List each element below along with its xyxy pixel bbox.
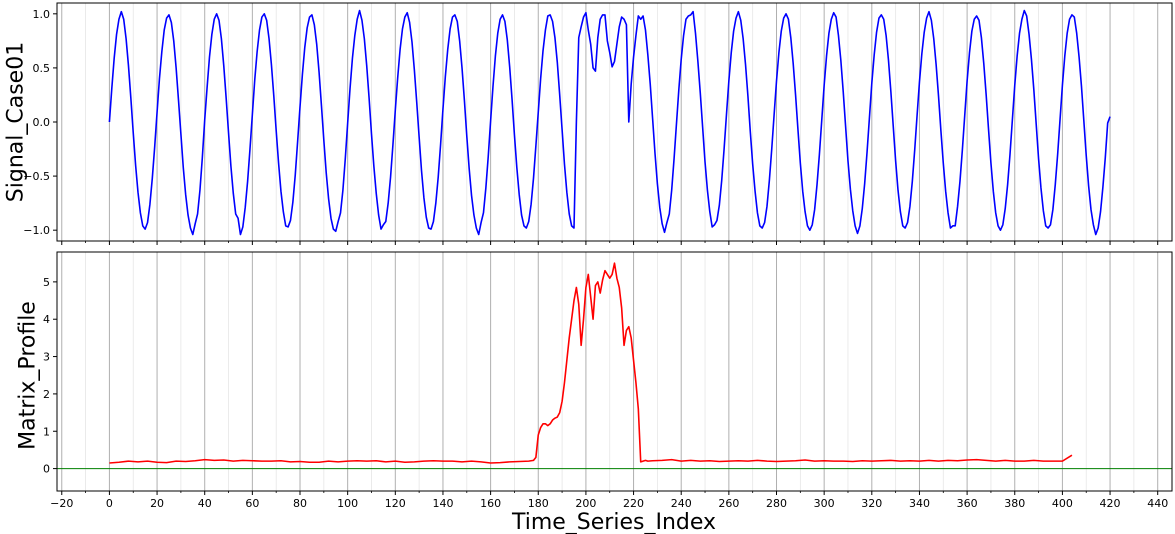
x-tick-label: 420: [1100, 497, 1121, 510]
x-tick-label: 180: [528, 497, 549, 510]
y-tick-label: 5: [43, 276, 50, 289]
series-line-0: [108, 9, 1111, 236]
x-tick-label: 240: [671, 497, 692, 510]
signal-series: [108, 9, 1111, 236]
x-tick-label: 140: [432, 497, 453, 510]
y-tick-label: 4: [43, 313, 50, 326]
x-tick-label: 100: [337, 497, 358, 510]
signal-y-axis-label: Signal_Case01: [4, 42, 29, 202]
series-line-0: [109, 262, 1073, 464]
signal-y-ticks: 1.0 0.5 0.0 −0.5 −1.0: [23, 8, 57, 237]
y-tick-label: 1: [43, 425, 50, 438]
x-tick-label: 80: [293, 497, 307, 510]
y-tick-label: 2: [43, 388, 50, 401]
matrix-profile-y-ticks: 5 4 3 2 1 0: [43, 276, 57, 476]
x-tick-label: 280: [766, 497, 787, 510]
x-tick-label: −20: [50, 497, 73, 510]
x-tick-label: 320: [861, 497, 882, 510]
matrix-profile-plot-frame: [56, 251, 1173, 492]
x-tick-label: 360: [957, 497, 978, 510]
x-tick-label: 20: [150, 497, 164, 510]
x-tick-label: 0: [106, 497, 113, 510]
x-tick-label: 340: [909, 497, 930, 510]
y-tick-label: −1.0: [23, 224, 50, 237]
matrix-profile-y-axis-label: Matrix_Profile: [16, 301, 41, 450]
y-tick-label: 0.5: [33, 62, 51, 75]
y-tick-label: 0: [43, 463, 50, 476]
matrix-profile-panel: −20 0 20 40 60 80 100 120 140 160 180 200 220 240 260 2…: [16, 251, 1173, 534]
y-tick-label: −0.5: [23, 170, 50, 183]
signal-x-ticks: [61, 241, 1159, 245]
signal-panel: 1.0 0.5 0.0 −0.5 −1.0 Signal_Case01: [4, 2, 1173, 245]
y-tick-label: 1.0: [33, 8, 51, 21]
x-tick-label: 160: [480, 497, 501, 510]
matrix-profile-x-ticks: −20 0 20 40 60 80 100 120 140 160 180 200 220 240 260 2…: [50, 491, 1168, 510]
x-tick-label: 260: [718, 497, 739, 510]
x-tick-label: 40: [198, 497, 212, 510]
x-tick-label: 440: [1147, 497, 1168, 510]
x-tick-label: 60: [245, 497, 259, 510]
x-tick-label: 300: [814, 497, 835, 510]
matrix-profile-series: [109, 262, 1073, 464]
x-tick-label: 200: [575, 497, 596, 510]
x-tick-label: 120: [385, 497, 406, 510]
y-tick-label: 3: [43, 351, 50, 364]
y-tick-label: 0.0: [33, 116, 51, 129]
x-tick-label: 380: [1004, 497, 1025, 510]
x-tick-label: 220: [623, 497, 644, 510]
x-axis-label: Time_Series_Index: [511, 510, 716, 534]
x-tick-label: 400: [1052, 497, 1073, 510]
